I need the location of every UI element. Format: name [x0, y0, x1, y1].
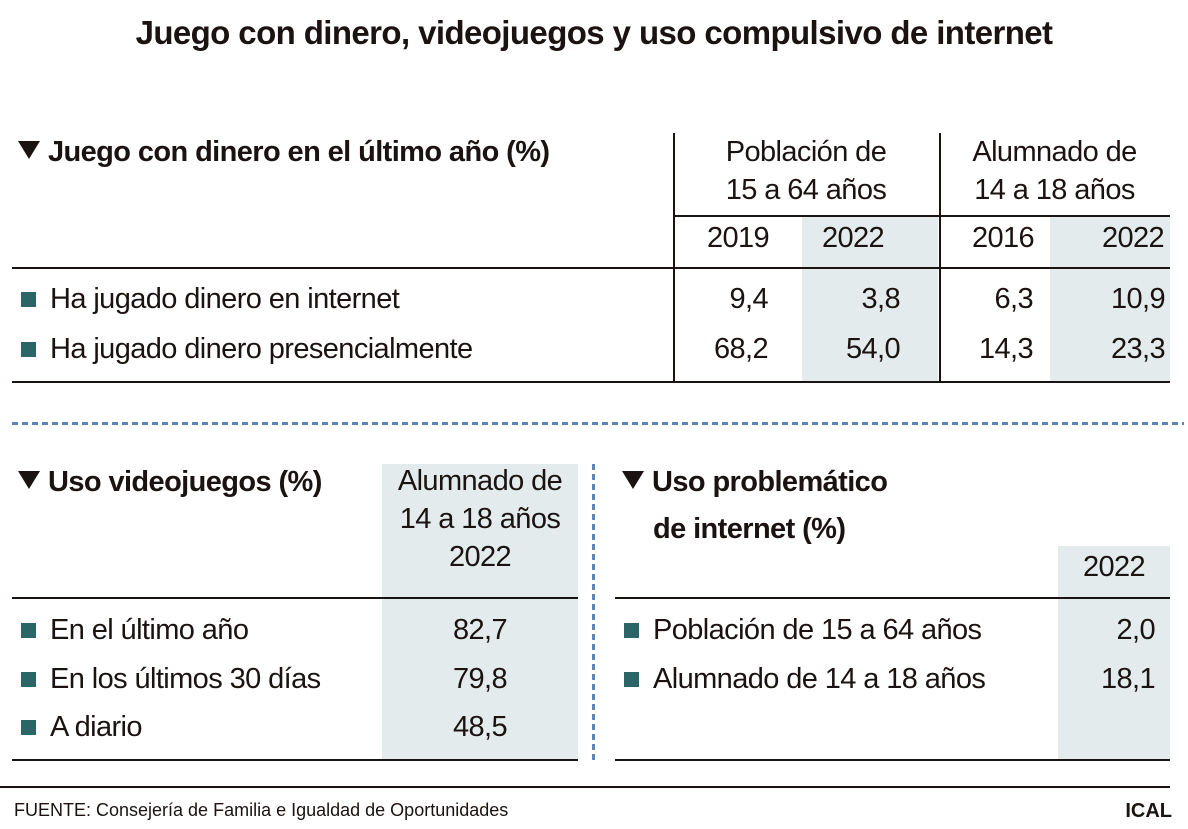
- cell-value: 68,2: [713, 333, 769, 365]
- cell-value: 82,7: [452, 614, 508, 646]
- divider: [12, 381, 1170, 383]
- row-label: Población de 15 a 64 años: [653, 614, 982, 646]
- group-header: 15 a 64 años: [725, 174, 887, 206]
- square-bullet-icon: [624, 623, 639, 638]
- year-header: 2022: [1101, 222, 1165, 254]
- row-label: En el último año: [50, 614, 249, 646]
- square-bullet-icon: [624, 672, 639, 687]
- divider: [939, 133, 941, 382]
- divider: [12, 759, 578, 761]
- square-bullet-icon: [21, 292, 36, 307]
- column-header: Alumnado de: [397, 465, 563, 497]
- shaded-column: [1050, 217, 1170, 382]
- source-note: FUENTE: Consejería de Familia e Igualdad…: [14, 800, 509, 820]
- internet-heading: Uso problemático: [622, 466, 888, 499]
- shaded-column: [802, 217, 938, 382]
- square-bullet-icon: [21, 623, 36, 638]
- brand-logo: ICAL: [1125, 800, 1172, 822]
- cell-value: 10,9: [1110, 283, 1166, 315]
- videogames-heading: Uso videojuegos (%): [18, 466, 322, 499]
- triangle-down-icon: [18, 471, 40, 489]
- divider: [673, 215, 1170, 217]
- triangle-down-icon: [18, 141, 40, 159]
- divider: [12, 597, 578, 599]
- cell-value: 14,3: [978, 333, 1034, 365]
- group-header: Población de: [725, 136, 887, 168]
- cell-value: 9,4: [729, 283, 768, 315]
- year-header: 2016: [971, 222, 1035, 254]
- row-label: En los últimos 30 días: [50, 663, 321, 695]
- group-header: Alumnado de: [972, 136, 1137, 168]
- divider: [615, 759, 1170, 761]
- cell-value: 54,0: [845, 333, 901, 365]
- row-label: Ha jugado dinero presencialmente: [50, 333, 473, 365]
- year-header: 2022: [1082, 551, 1146, 583]
- cell-value: 23,3: [1110, 333, 1166, 365]
- triangle-down-icon: [622, 471, 644, 489]
- divider: [615, 597, 1170, 599]
- group-header: 14 a 18 años: [974, 174, 1135, 206]
- divider: [12, 267, 1170, 269]
- shaded-column: [382, 464, 578, 760]
- cell-value: 18,1: [1100, 663, 1156, 695]
- internet-heading-line2: de internet (%): [653, 513, 846, 545]
- shaded-column: [1058, 546, 1170, 760]
- year-header: 2022: [821, 222, 885, 254]
- internet-heading-text: Uso problemático: [652, 466, 888, 498]
- cell-value: 79,8: [452, 663, 508, 695]
- square-bullet-icon: [21, 672, 36, 687]
- column-header: 2022: [448, 541, 512, 573]
- videogames-heading-text: Uso videojuegos (%): [48, 466, 322, 498]
- dotted-divider: [592, 464, 595, 762]
- column-header: 14 a 18 años: [399, 503, 561, 535]
- page-title: Juego con dinero, videojuegos y uso comp…: [135, 14, 1053, 51]
- row-label: Ha jugado dinero en internet: [50, 283, 400, 315]
- gambling-heading: Juego con dinero en el último año (%): [18, 136, 550, 169]
- divider: [0, 786, 1170, 788]
- dotted-divider: [12, 422, 1184, 425]
- cell-value: 6,3: [994, 283, 1033, 315]
- cell-value: 3,8: [861, 283, 900, 315]
- year-header: 2019: [706, 222, 770, 254]
- divider: [673, 133, 675, 382]
- row-label: A diario: [50, 711, 143, 743]
- gambling-heading-text: Juego con dinero en el último año (%): [48, 136, 550, 168]
- square-bullet-icon: [21, 342, 36, 357]
- cell-value: 2,0: [1116, 614, 1155, 646]
- cell-value: 48,5: [452, 711, 508, 743]
- row-label: Alumnado de 14 a 18 años: [653, 663, 986, 695]
- square-bullet-icon: [21, 720, 36, 735]
